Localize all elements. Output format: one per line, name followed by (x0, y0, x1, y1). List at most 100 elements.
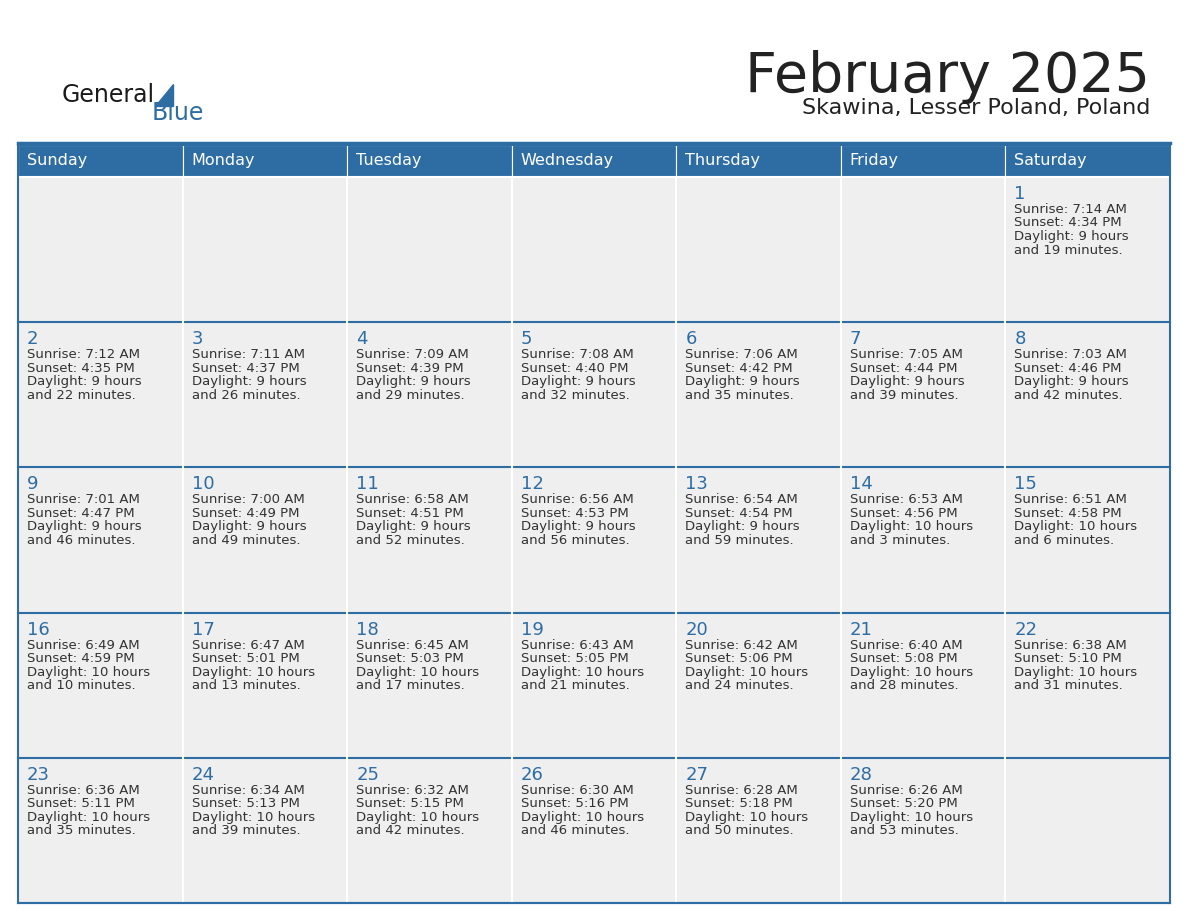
Polygon shape (154, 84, 173, 106)
Bar (183, 757, 347, 903)
Bar (1005, 145, 1170, 177)
Bar (18, 145, 183, 177)
Text: 17: 17 (191, 621, 215, 639)
Text: Sunrise: 6:45 AM: Sunrise: 6:45 AM (356, 639, 469, 652)
Text: and 42 minutes.: and 42 minutes. (356, 824, 465, 837)
Text: Sunset: 5:13 PM: Sunset: 5:13 PM (191, 798, 299, 811)
Text: Daylight: 10 hours: Daylight: 10 hours (1015, 521, 1138, 533)
Bar (676, 322, 841, 467)
Text: 3: 3 (191, 330, 203, 348)
Text: and 31 minutes.: and 31 minutes. (1015, 679, 1123, 692)
Bar (18, 467, 183, 612)
Text: Sunrise: 6:30 AM: Sunrise: 6:30 AM (520, 784, 633, 797)
Text: 19: 19 (520, 621, 544, 639)
Text: Daylight: 9 hours: Daylight: 9 hours (27, 521, 141, 533)
Text: Sunset: 5:10 PM: Sunset: 5:10 PM (1015, 652, 1123, 666)
Text: Skawina, Lesser Poland, Poland: Skawina, Lesser Poland, Poland (802, 98, 1150, 118)
Text: Sunrise: 6:58 AM: Sunrise: 6:58 AM (356, 493, 469, 507)
Text: 21: 21 (849, 621, 873, 639)
Text: Sunrise: 6:56 AM: Sunrise: 6:56 AM (520, 493, 633, 507)
Text: 4: 4 (356, 330, 367, 348)
Text: Sunset: 4:34 PM: Sunset: 4:34 PM (1015, 217, 1121, 230)
Text: Sunset: 4:46 PM: Sunset: 4:46 PM (1015, 362, 1121, 375)
Text: 14: 14 (849, 476, 873, 493)
Text: Sunrise: 6:34 AM: Sunrise: 6:34 AM (191, 784, 304, 797)
Bar (1005, 757, 1170, 903)
Text: Daylight: 10 hours: Daylight: 10 hours (27, 666, 150, 678)
Text: Daylight: 9 hours: Daylight: 9 hours (1015, 230, 1129, 243)
Bar (512, 177, 676, 322)
Text: and 56 minutes.: and 56 minutes. (520, 534, 630, 547)
Bar (1005, 322, 1170, 467)
Bar (841, 467, 1005, 612)
Text: and 35 minutes.: and 35 minutes. (27, 824, 135, 837)
Text: Daylight: 10 hours: Daylight: 10 hours (27, 811, 150, 823)
Text: and 59 minutes.: and 59 minutes. (685, 534, 794, 547)
Text: Daylight: 9 hours: Daylight: 9 hours (685, 521, 800, 533)
Text: Sunset: 5:18 PM: Sunset: 5:18 PM (685, 798, 794, 811)
Text: Sunrise: 6:47 AM: Sunrise: 6:47 AM (191, 639, 304, 652)
Text: Daylight: 9 hours: Daylight: 9 hours (685, 375, 800, 388)
Text: Sunset: 4:51 PM: Sunset: 4:51 PM (356, 507, 463, 520)
Text: Sunrise: 6:42 AM: Sunrise: 6:42 AM (685, 639, 798, 652)
Text: Daylight: 10 hours: Daylight: 10 hours (520, 811, 644, 823)
Bar (676, 467, 841, 612)
Text: 27: 27 (685, 766, 708, 784)
Text: and 26 minutes.: and 26 minutes. (191, 388, 301, 402)
Text: 16: 16 (27, 621, 50, 639)
Bar (512, 757, 676, 903)
Text: Sunset: 5:01 PM: Sunset: 5:01 PM (191, 652, 299, 666)
Text: Daylight: 10 hours: Daylight: 10 hours (849, 521, 973, 533)
Text: Sunset: 4:58 PM: Sunset: 4:58 PM (1015, 507, 1121, 520)
Text: February 2025: February 2025 (745, 50, 1150, 104)
Text: and 35 minutes.: and 35 minutes. (685, 388, 794, 402)
Text: and 24 minutes.: and 24 minutes. (685, 679, 794, 692)
Text: Sunset: 4:56 PM: Sunset: 4:56 PM (849, 507, 958, 520)
Text: Sunset: 5:08 PM: Sunset: 5:08 PM (849, 652, 958, 666)
Text: Daylight: 9 hours: Daylight: 9 hours (520, 375, 636, 388)
Bar (18, 612, 183, 757)
Text: Sunrise: 7:14 AM: Sunrise: 7:14 AM (1015, 203, 1127, 216)
Text: Tuesday: Tuesday (356, 153, 422, 169)
Text: Blue: Blue (152, 101, 204, 125)
Text: Daylight: 9 hours: Daylight: 9 hours (849, 375, 965, 388)
Text: Sunset: 5:06 PM: Sunset: 5:06 PM (685, 652, 792, 666)
Text: Wednesday: Wednesday (520, 153, 614, 169)
Text: and 22 minutes.: and 22 minutes. (27, 388, 135, 402)
Text: Daylight: 9 hours: Daylight: 9 hours (356, 521, 470, 533)
Text: Sunset: 4:35 PM: Sunset: 4:35 PM (27, 362, 134, 375)
Text: and 49 minutes.: and 49 minutes. (191, 534, 301, 547)
Text: Daylight: 9 hours: Daylight: 9 hours (520, 521, 636, 533)
Text: 22: 22 (1015, 621, 1037, 639)
Text: Sunset: 4:44 PM: Sunset: 4:44 PM (849, 362, 958, 375)
Bar (347, 612, 512, 757)
Text: 20: 20 (685, 621, 708, 639)
Text: and 50 minutes.: and 50 minutes. (685, 824, 794, 837)
Text: Daylight: 10 hours: Daylight: 10 hours (356, 811, 479, 823)
Text: and 21 minutes.: and 21 minutes. (520, 679, 630, 692)
Text: 11: 11 (356, 476, 379, 493)
Bar (841, 145, 1005, 177)
Text: Sunset: 5:15 PM: Sunset: 5:15 PM (356, 798, 465, 811)
Bar (676, 177, 841, 322)
Text: Sunset: 4:42 PM: Sunset: 4:42 PM (685, 362, 792, 375)
Text: Thursday: Thursday (685, 153, 760, 169)
Text: Daylight: 10 hours: Daylight: 10 hours (685, 811, 808, 823)
Text: and 46 minutes.: and 46 minutes. (520, 824, 630, 837)
Text: 24: 24 (191, 766, 215, 784)
Bar (512, 612, 676, 757)
Bar (1005, 612, 1170, 757)
Bar (183, 467, 347, 612)
Text: Sunrise: 6:32 AM: Sunrise: 6:32 AM (356, 784, 469, 797)
Text: Sunrise: 7:01 AM: Sunrise: 7:01 AM (27, 493, 140, 507)
Text: Friday: Friday (849, 153, 899, 169)
Text: Sunset: 5:03 PM: Sunset: 5:03 PM (356, 652, 463, 666)
Text: Sunrise: 7:12 AM: Sunrise: 7:12 AM (27, 348, 140, 361)
Text: and 28 minutes.: and 28 minutes. (849, 679, 959, 692)
Bar (183, 145, 347, 177)
Text: Sunrise: 7:06 AM: Sunrise: 7:06 AM (685, 348, 798, 361)
Text: Sunrise: 7:05 AM: Sunrise: 7:05 AM (849, 348, 962, 361)
Text: Daylight: 9 hours: Daylight: 9 hours (27, 375, 141, 388)
Text: Sunset: 4:39 PM: Sunset: 4:39 PM (356, 362, 463, 375)
Text: Monday: Monday (191, 153, 255, 169)
